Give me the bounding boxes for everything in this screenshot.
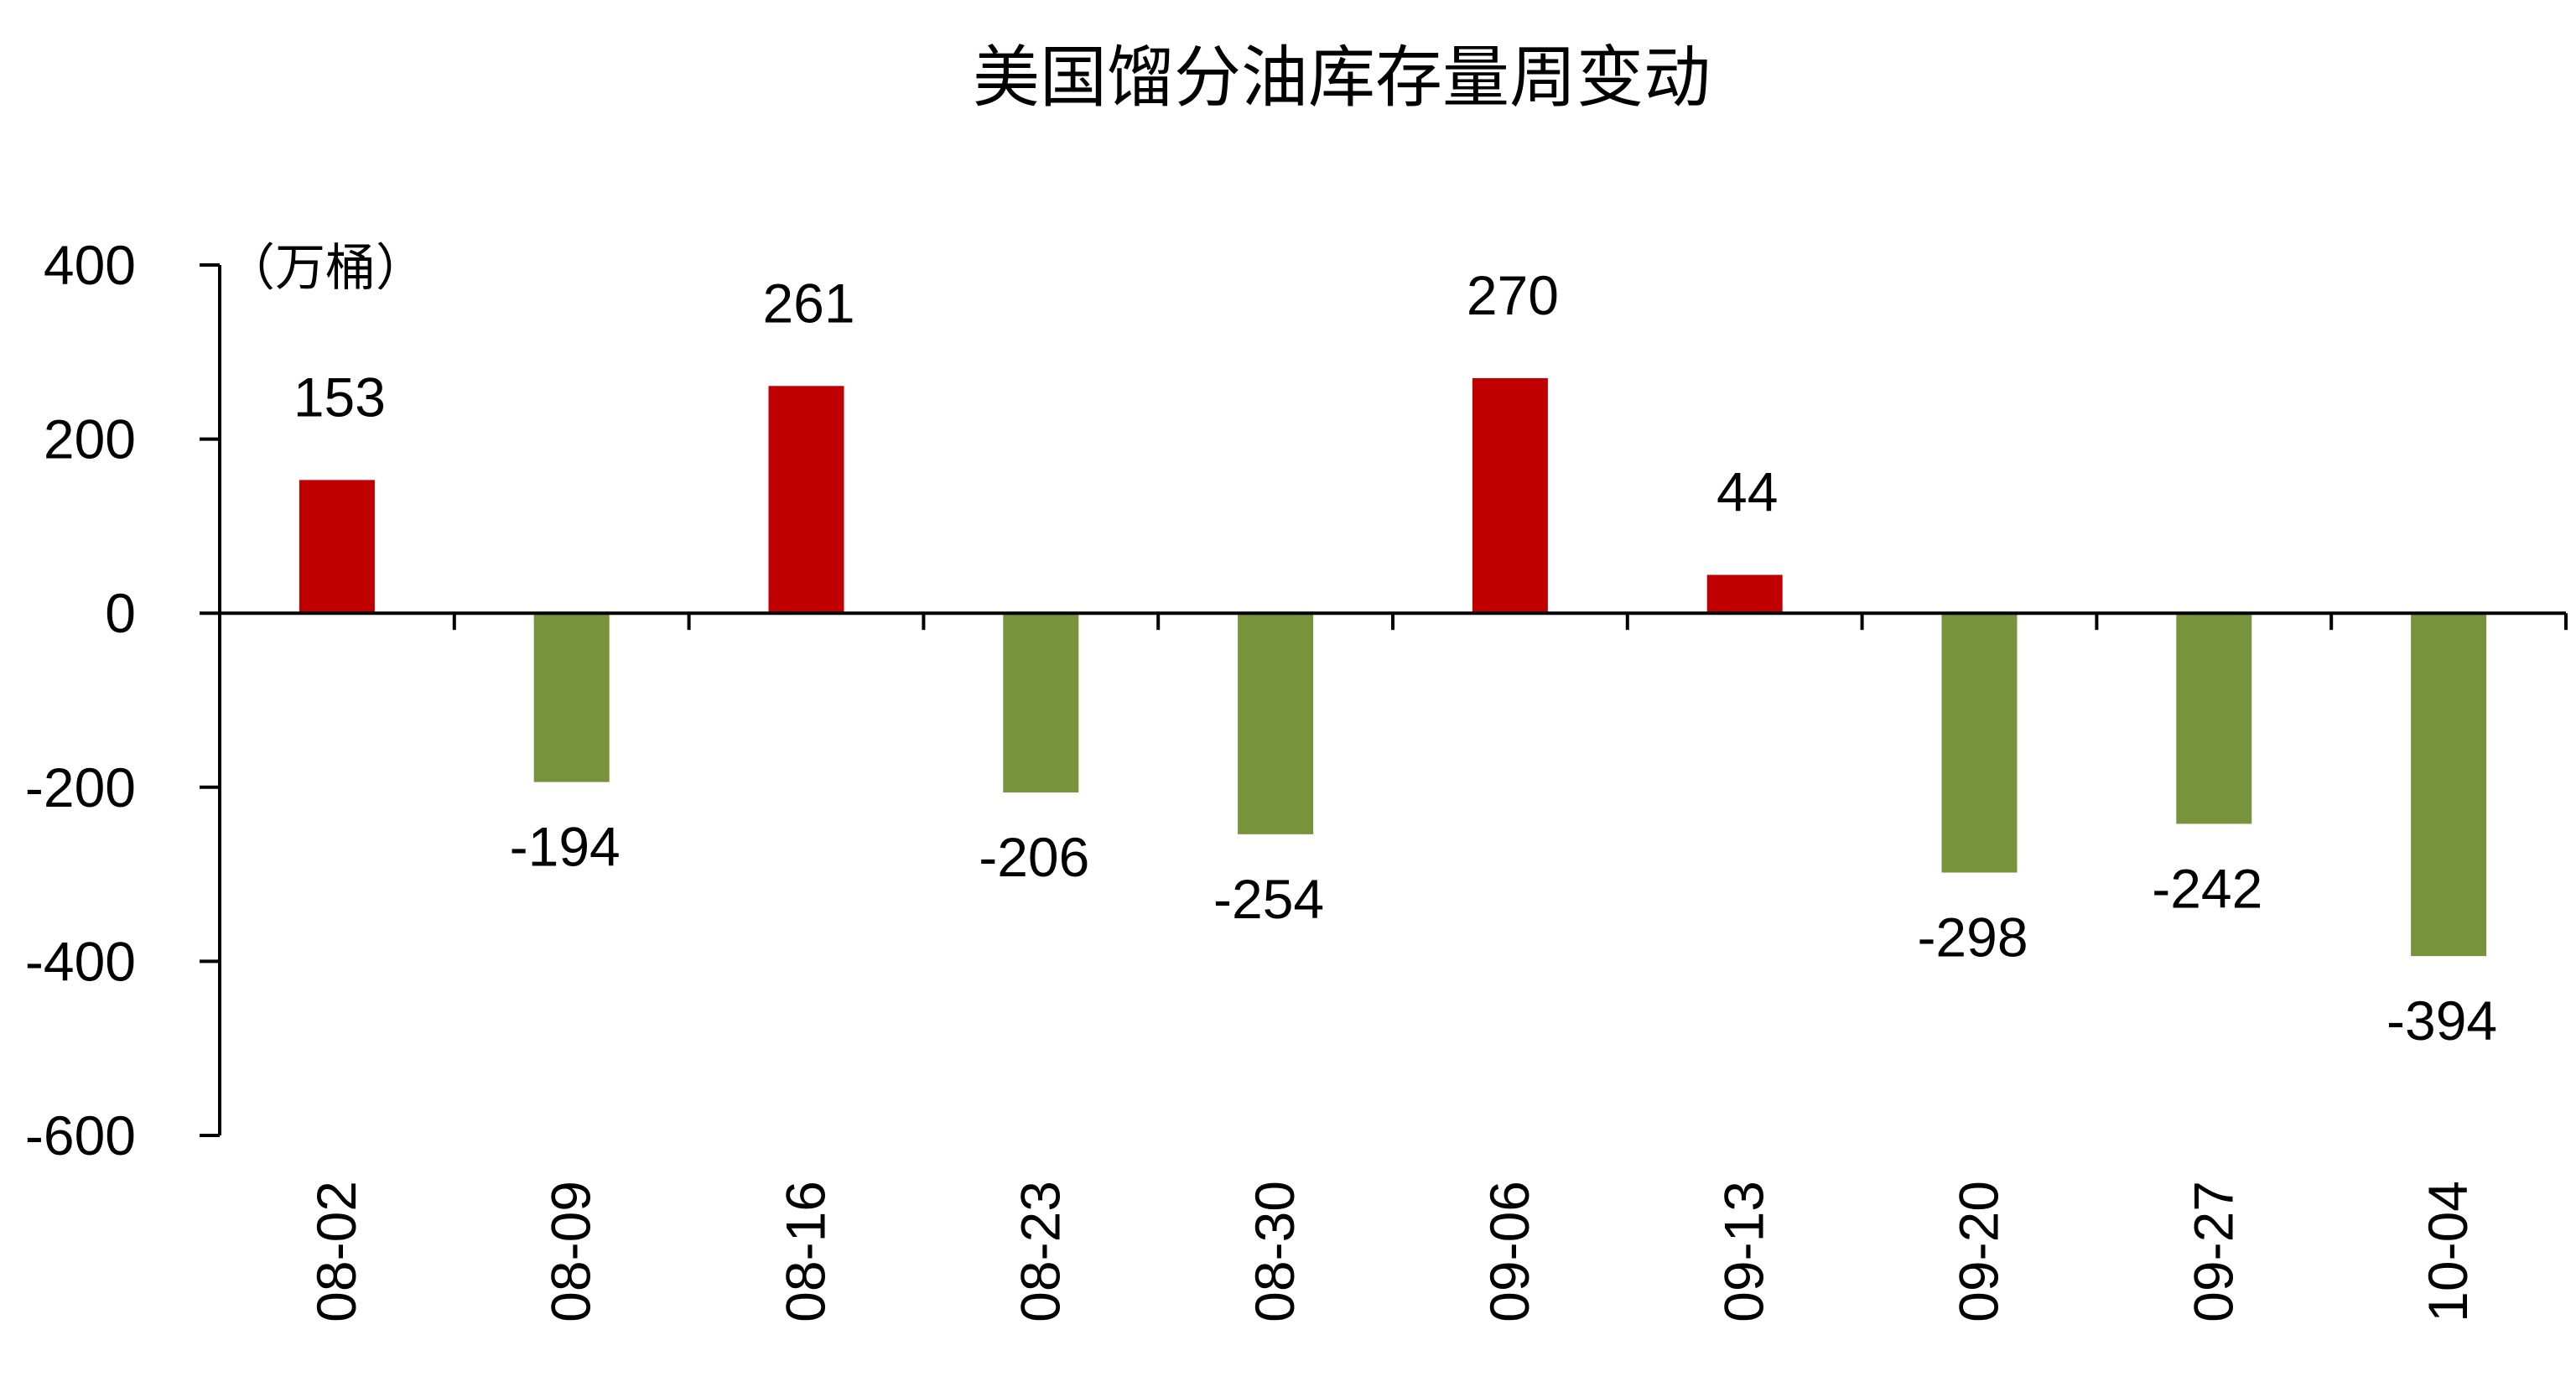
data-label-08-02: 153 [293,366,386,428]
x-tick-label: 09-13 [1713,1181,1775,1322]
bar-09-06 [1472,377,1548,614]
bar-09-27 [2176,613,2252,824]
x-tick-label: 09-20 [1948,1181,2010,1322]
data-label-09-06: 270 [1467,264,1559,326]
data-label-09-13: 44 [1716,461,1778,523]
x-tick-label: 08-02 [305,1181,367,1322]
data-label-08-16: 261 [762,272,854,334]
bar-08-30 [1238,613,1314,834]
data-label-08-23: -206 [979,826,1089,888]
y-tick-label: 200 [44,408,136,470]
bar-08-16 [768,386,844,614]
y-tick-label: 400 [44,234,136,296]
x-axis-ticks: 08-02 08-09 08-16 08-23 08-30 09-06 09-13 09-20… [218,613,2568,1322]
y-tick-label: -400 [25,930,136,992]
x-tick-label: 08-09 [540,1181,602,1322]
bar-09-20 [1941,613,2018,873]
y-tick-label: -200 [25,756,136,818]
x-tick-label: 08-23 [1009,1181,1071,1322]
x-tick-label: 08-16 [775,1181,837,1322]
y-tick-label: -600 [25,1104,136,1166]
data-label-09-27: -242 [2152,857,2262,919]
bar-09-13 [1706,574,1783,614]
data-label-09-20: -298 [1917,906,2028,969]
data-labels: 153 -194 261 -206 -254 270 44 -298 -242 -394 [293,264,2497,1052]
data-label-10-04: -394 [2386,990,2497,1052]
x-tick-label: 09-06 [1478,1181,1540,1322]
y-axis-ticks: 400 200 0 -200 -400 -600 [25,234,220,1166]
bars [299,377,2487,957]
bar-08-02 [299,480,375,614]
x-tick-label: 10-04 [2417,1181,2479,1322]
x-tick-label: 09-27 [2182,1181,2244,1322]
y-tick-label: 0 [105,582,136,644]
data-label-08-30: -254 [1213,868,1324,930]
bar-08-23 [1003,613,1079,793]
data-label-08-09: -194 [510,816,621,878]
y-unit-label: （万桶） [225,239,426,298]
bar-08-09 [533,613,610,782]
bar-10-04 [2411,613,2487,957]
chart-title: 美国馏分油库存量周变动 [973,39,1711,117]
x-tick-label: 08-30 [1244,1181,1306,1322]
